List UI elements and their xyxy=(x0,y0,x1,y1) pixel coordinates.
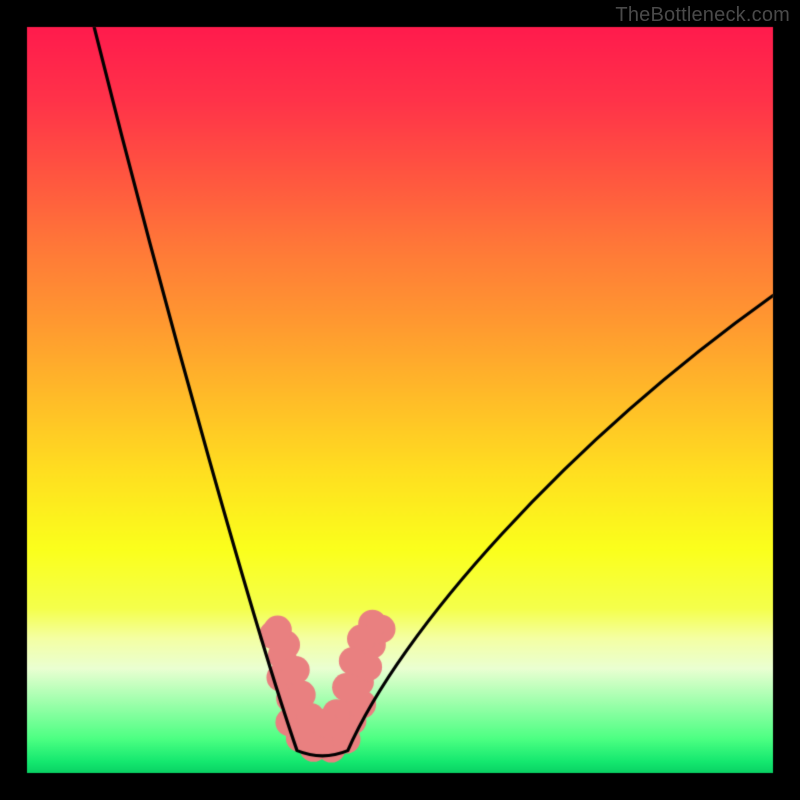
chart-root: TheBottleneck.com xyxy=(0,0,800,800)
v-curve-layer xyxy=(0,0,800,800)
watermark-text: TheBottleneck.com xyxy=(615,4,790,27)
